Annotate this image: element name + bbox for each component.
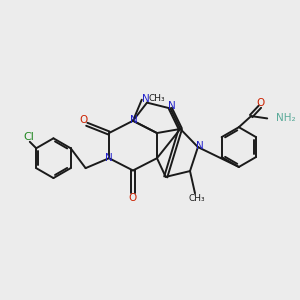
Text: N: N [196, 142, 204, 152]
Text: N: N [130, 115, 137, 125]
Text: NH₂: NH₂ [276, 113, 296, 123]
Text: N: N [168, 100, 176, 110]
Text: O: O [79, 115, 87, 124]
Text: CH₃: CH₃ [188, 194, 205, 203]
Text: O: O [129, 193, 137, 203]
Text: N: N [104, 153, 112, 163]
Text: O: O [256, 98, 265, 108]
Text: N: N [142, 94, 149, 104]
Text: CH₃: CH₃ [148, 94, 165, 103]
Text: Cl: Cl [23, 131, 34, 142]
